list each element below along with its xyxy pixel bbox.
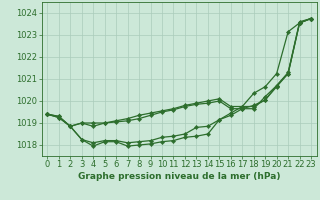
X-axis label: Graphe pression niveau de la mer (hPa): Graphe pression niveau de la mer (hPa) — [78, 172, 280, 181]
